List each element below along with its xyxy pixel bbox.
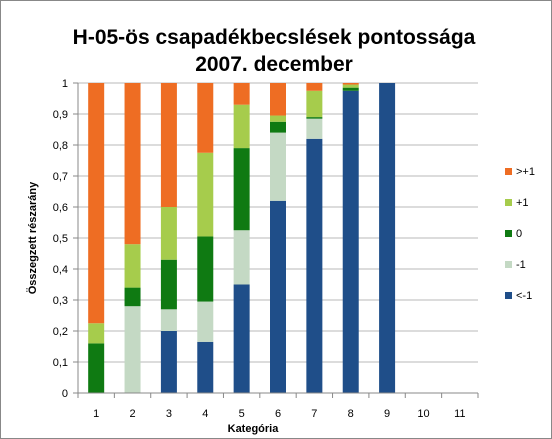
y-tick-label: 0,6 <box>53 202 68 214</box>
y-tick-label: 1 <box>62 78 68 90</box>
bar-segment <box>342 83 359 85</box>
bars <box>88 83 396 393</box>
bar-segment <box>270 132 286 201</box>
y-tick-label: 0,1 <box>53 357 68 369</box>
bar-segment <box>124 306 141 393</box>
bar-segment <box>124 244 141 288</box>
legend-label: 0 <box>516 228 522 240</box>
bar-segment <box>197 301 214 342</box>
y-axis-label: Összegzett részarány <box>26 181 39 294</box>
x-tick-labels: 1 2 3 4 5 6 7 8 9 10 11 <box>93 408 465 420</box>
bar-segment <box>342 84 359 88</box>
legend-label: <-1 <box>516 290 532 302</box>
y-tick-labels: 0 0,1 0,2 0,3 0,4 0,5 0,6 0,7 0,8 0,9 1 <box>53 78 68 400</box>
chart-title-line2: 2007. december <box>195 53 353 76</box>
x-tick-label: 4 <box>202 408 208 420</box>
y-tick-label: 0,5 <box>53 233 68 245</box>
bar-segment <box>88 83 105 324</box>
bar-segment <box>379 83 396 393</box>
legend: >+1 +1 0 -1 <-1 <box>505 166 535 302</box>
bar-segment <box>160 259 177 310</box>
x-tick-label: 11 <box>454 408 465 420</box>
x-tick-label: 5 <box>239 408 245 420</box>
x-tick-label: 1 <box>93 408 99 420</box>
bar-segment <box>270 121 286 133</box>
bar-segment <box>342 87 359 91</box>
bar-segment <box>270 200 286 393</box>
x-tick-label: 8 <box>348 408 354 420</box>
y-tick-label: 0,8 <box>53 140 68 152</box>
bar-segment <box>306 90 323 118</box>
legend-swatch <box>505 230 512 237</box>
bar-segment <box>124 83 141 245</box>
y-tick-label: 0,3 <box>53 295 68 307</box>
bar-segment <box>197 341 214 393</box>
x-tick-label: 2 <box>129 408 135 420</box>
y-tick-label: 0 <box>62 388 68 400</box>
bar-segment <box>160 309 177 331</box>
bar-segment <box>233 104 250 149</box>
bar-segment <box>197 83 214 153</box>
bar-segment <box>233 284 250 393</box>
bar-segment <box>124 287 141 307</box>
legend-swatch <box>505 168 512 175</box>
axes <box>73 82 479 398</box>
bar-segment <box>270 115 286 122</box>
bar-segment <box>197 152 214 237</box>
bar-segment <box>88 343 105 393</box>
legend-label: +1 <box>516 197 529 209</box>
bar-segment <box>160 207 177 260</box>
x-tick-label: 10 <box>417 408 429 420</box>
bar-segment <box>233 230 250 285</box>
chart-title-line1: H-05-ös csapadékbecslések pontossága <box>73 26 476 49</box>
legend-swatch <box>505 199 512 206</box>
bar-segment <box>342 90 359 393</box>
bar-segment <box>270 83 286 116</box>
x-axis-label: Kategória <box>228 423 280 435</box>
bar-segment <box>88 323 105 344</box>
legend-swatch <box>505 292 512 299</box>
legend-swatch <box>505 261 512 268</box>
x-tick-label: 6 <box>275 408 281 420</box>
bar-segment <box>160 331 177 393</box>
y-tick-label: 0,7 <box>53 171 68 183</box>
bar-segment <box>233 148 250 231</box>
legend-label: -1 <box>516 259 526 271</box>
y-tick-label: 0,4 <box>53 264 68 276</box>
y-tick-label: 0,2 <box>53 326 68 338</box>
bar-segment <box>306 118 323 139</box>
x-tick-label: 3 <box>166 408 172 420</box>
x-tick-label: 9 <box>384 408 390 420</box>
bar-segment <box>306 83 323 91</box>
bar-segment <box>306 117 323 119</box>
x-tick-label: 7 <box>311 408 317 420</box>
y-tick-label: 0,9 <box>53 109 68 121</box>
bar-segment <box>160 83 177 207</box>
bar-segment <box>306 138 323 393</box>
legend-label: >+1 <box>516 166 535 178</box>
bar-segment <box>233 83 250 105</box>
bar-segment <box>197 236 214 302</box>
